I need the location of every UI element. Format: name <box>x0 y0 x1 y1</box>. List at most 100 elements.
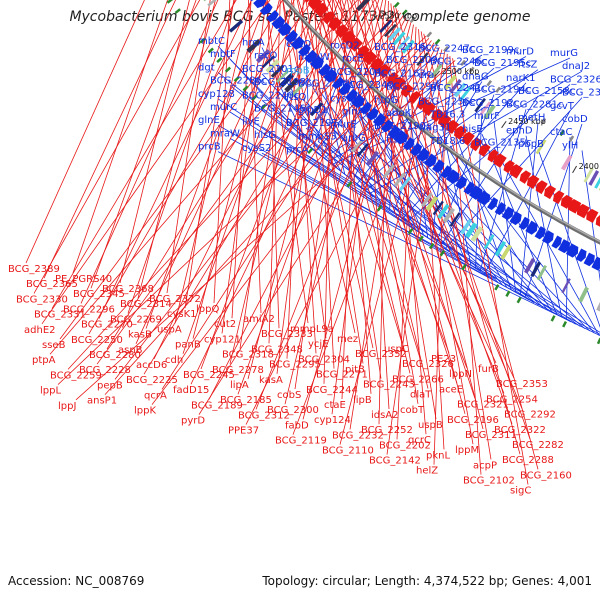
feature-block <box>393 172 406 187</box>
reverse-gene-label: pyrD <box>181 416 205 427</box>
reverse-gene-label: BCG_2314 <box>120 299 172 310</box>
forward-gene-arrow <box>259 2 273 16</box>
reverse-leader-line <box>305 0 364 364</box>
feature-block <box>420 192 433 208</box>
reverse-gene-label: fabD <box>285 420 309 431</box>
reverse-leader-line <box>231 0 252 319</box>
reverse-gene-label: idsA2 <box>371 410 399 421</box>
forward-gene-label: BCG_2246c <box>430 57 487 68</box>
forward-gene-label: BCG_2236c <box>418 96 475 107</box>
reverse-gene-arrow <box>400 83 414 98</box>
reverse-gene-label: lppM <box>455 445 479 456</box>
reverse-gene-arrow <box>567 198 582 214</box>
reverse-gene-arrow <box>409 90 422 104</box>
reverse-gene-label: BCG_2254 <box>486 394 538 405</box>
reverse-gene-label: PE23 <box>431 354 456 365</box>
forward-gene-label: dgt <box>198 62 215 73</box>
reverse-leader-line <box>184 0 235 309</box>
forward-gene-label: dnaJ2 <box>562 61 590 72</box>
reverse-gene-arrow <box>560 194 573 209</box>
forward-gene-arrow <box>534 226 546 240</box>
forward-gene-label: BCG_2286c <box>210 76 267 87</box>
forward-gene-arrow <box>557 239 571 254</box>
reverse-gene-label: BCG_2185 <box>220 395 272 406</box>
backbone-ring <box>282 0 600 245</box>
reverse-leader-line <box>392 5 474 445</box>
feature-block <box>500 244 512 260</box>
reverse-gene-arrow <box>586 208 599 223</box>
forward-gene-label: BCG_2340c <box>342 80 399 91</box>
feature-mark <box>426 31 433 38</box>
reverse-leader-line <box>200 0 340 370</box>
forward-gene-label: ilvE <box>242 117 260 128</box>
feature-mark <box>516 296 522 304</box>
feature-block <box>524 258 536 274</box>
forward-gene-label: murD <box>506 47 534 58</box>
forward-leader-line <box>537 148 600 328</box>
forward-gene-label: rocD2 <box>330 41 360 52</box>
reverse-gene-arrow <box>314 2 329 18</box>
reverse-leader-line <box>43 0 176 279</box>
tick-label: 2500 kbp <box>442 67 480 76</box>
forward-gene-label: BCG_2159c <box>298 79 355 90</box>
reverse-leader-line <box>327 0 458 384</box>
forward-gene-label: era <box>418 70 434 81</box>
gene-labels: mbtC hrcA esxO rocD2 BCG_2316cBCG_2247cBCG_2… <box>8 36 600 497</box>
reverse-leader-line <box>266 0 280 329</box>
feature-block <box>383 23 397 38</box>
reverse-leader-line <box>323 0 382 379</box>
feature-mark <box>401 9 408 16</box>
reverse-gene-label: BCG_2330 <box>16 294 68 305</box>
reverse-gene-label: BCG_2280 <box>89 350 141 361</box>
feature-mark <box>568 135 575 142</box>
forward-leader-line <box>229 58 338 168</box>
forward-gene-arrow <box>290 36 305 50</box>
feature-mark <box>307 147 314 155</box>
forward-gene-label: cysS2 <box>242 143 271 154</box>
forward-leader-line <box>360 67 495 188</box>
reverse-gene-label: PPE37 <box>228 426 259 437</box>
reverse-leader-line <box>302 22 412 420</box>
reverse-leader-line <box>245 44 438 425</box>
forward-gene-label: dnaG <box>462 71 489 82</box>
reverse-leader-line <box>420 31 492 460</box>
forward-gene-label: BCG_2194c <box>474 85 531 96</box>
reverse-gene-arrow <box>493 153 507 168</box>
reverse-gene-label: BCG_2282 <box>512 440 564 451</box>
feature-block <box>483 234 495 250</box>
reverse-gene-label: BCG_2266 <box>392 374 444 385</box>
reverse-gene-arrow <box>422 101 437 117</box>
forward-gene-label: BCG_2195c <box>474 58 531 69</box>
forward-gene-arrow <box>253 0 267 9</box>
forward-leader-line <box>317 88 420 232</box>
forward-gene-arrow <box>542 230 554 245</box>
forward-gene-arrow <box>387 124 401 139</box>
forward-gene-label: mbtC <box>198 36 225 47</box>
feature-block <box>265 58 280 74</box>
forward-gene-label: ftsQ <box>286 92 306 103</box>
forward-gene-arrow <box>476 190 491 206</box>
reverse-gene-label: cut2 <box>214 319 236 330</box>
reverse-gene-arrow <box>519 170 532 184</box>
reverse-leader-line <box>153 0 332 360</box>
reverse-leader-line <box>33 0 201 294</box>
reverse-leader-line <box>137 0 216 299</box>
reverse-leader-line <box>182 0 306 354</box>
forward-gene-arrow <box>468 185 483 200</box>
reverse-leader-line <box>96 0 365 365</box>
tick-mark <box>501 120 507 129</box>
forward-gene-label: cobD <box>562 114 588 125</box>
feature-mark <box>540 117 547 125</box>
reverse-gene-label: BCG_2269 <box>110 314 162 325</box>
reverse-gene-arrow <box>377 64 392 79</box>
forward-gene-label: TB18.6 <box>429 136 465 147</box>
forward-gene-arrow <box>304 49 318 63</box>
reverse-leader-line <box>127 0 236 314</box>
reverse-gene-label: BCG_2326 <box>402 359 454 370</box>
reverse-leader-line <box>332 0 429 389</box>
forward-leader-line <box>312 50 351 148</box>
reverse-gene-label: BCG_2102 <box>463 476 515 487</box>
tick-label: 2550 kbp <box>379 11 417 20</box>
feature-block <box>443 74 457 90</box>
reverse-leader-line <box>25 0 145 264</box>
